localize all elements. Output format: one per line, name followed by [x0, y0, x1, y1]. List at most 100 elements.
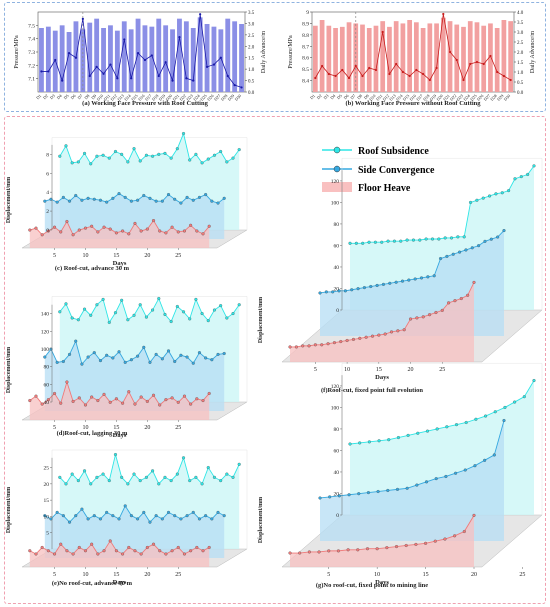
- series-point: [237, 303, 241, 307]
- x-tick-label: D16: [137, 93, 146, 102]
- series-point: [206, 157, 210, 161]
- series-point: [317, 550, 321, 554]
- x-tick-label: 10: [82, 572, 88, 578]
- series-point: [176, 545, 180, 550]
- series-point: [343, 289, 347, 293]
- x-tick-label: D15: [130, 93, 139, 102]
- series-point: [361, 241, 365, 245]
- y2-tick-label: 0.0: [248, 91, 255, 96]
- bar: [156, 18, 162, 93]
- series-point: [71, 233, 75, 237]
- legend-floor: Floor Heave: [322, 182, 411, 194]
- series-point: [350, 288, 354, 292]
- series-point: [502, 229, 506, 233]
- bar: [360, 24, 365, 93]
- series-point: [424, 480, 429, 484]
- y2-tick-label: 3.5: [248, 11, 255, 16]
- x-tick-label: 25: [175, 253, 181, 259]
- series-point: [158, 403, 162, 407]
- series-point: [90, 395, 94, 399]
- series-point: [86, 196, 90, 200]
- series-point: [367, 240, 371, 244]
- chart-c: 0 2 4 6 8 5 10 15 20 25 Days Displacement/mm (c) Roo…: [6, 131, 248, 272]
- bar: [232, 21, 238, 92]
- advance-point: [489, 54, 492, 58]
- series-point: [142, 345, 146, 349]
- x-tick-label: D22: [449, 93, 458, 102]
- x-axis-title: Days: [375, 374, 389, 381]
- series-point: [466, 293, 470, 297]
- series-point: [28, 549, 32, 553]
- advance-point: [192, 79, 195, 82]
- series-point: [222, 196, 226, 200]
- series-point: [231, 156, 235, 160]
- advance-point: [212, 63, 216, 66]
- series-point: [493, 410, 497, 414]
- y-tick-label: 7.1: [28, 77, 35, 83]
- y2-tick-label: 1.0: [517, 71, 524, 76]
- z-tick-label: 20: [334, 491, 340, 497]
- legend: Roof Subsidence Side Convergence Floor H…: [322, 146, 435, 194]
- chart-caption: (e)No roof-cut, advance 30 m: [52, 580, 133, 587]
- x-tick-label: D2: [316, 93, 323, 100]
- series-point: [207, 391, 211, 396]
- advance-point: [408, 74, 411, 78]
- bottom-panel-frame: [4, 116, 546, 604]
- x-tick-label: D29: [496, 93, 505, 102]
- advance-point: [415, 68, 418, 72]
- series-point: [483, 458, 487, 462]
- series-point: [463, 468, 467, 472]
- z-axis-title: Displacement/mm: [258, 297, 264, 343]
- advance-point: [171, 79, 174, 82]
- series-point: [95, 154, 99, 158]
- series-point: [346, 548, 350, 552]
- advance-point: [388, 72, 391, 76]
- series-point: [182, 229, 187, 233]
- series-point: [148, 360, 152, 364]
- series-point: [189, 223, 193, 227]
- series-point: [114, 549, 118, 553]
- z-tick-label: 100: [41, 347, 50, 353]
- series-point: [58, 154, 62, 158]
- series-point: [404, 543, 408, 548]
- z-tick-label: 2: [46, 209, 49, 215]
- series-point: [194, 152, 198, 156]
- series-point: [440, 308, 444, 312]
- series-point: [519, 175, 523, 179]
- x-tick-label: D29: [227, 93, 236, 102]
- series-point: [70, 472, 74, 476]
- chart-caption: (b) Working Face Pressure without Roof C…: [345, 100, 481, 107]
- series-point: [526, 172, 530, 177]
- series-point: [376, 489, 380, 494]
- series-point: [200, 312, 204, 316]
- series-point: [388, 281, 392, 285]
- legend-floor-label: Floor Heave: [358, 183, 411, 194]
- series-point: [154, 199, 158, 203]
- series-point: [522, 395, 526, 399]
- series-point: [132, 147, 136, 151]
- series-point: [166, 510, 171, 514]
- series-point: [407, 278, 411, 282]
- advance-point: [130, 77, 133, 80]
- x-tick-label: D7: [349, 93, 356, 100]
- series-point: [472, 280, 476, 284]
- advance-point: [401, 70, 404, 74]
- series-point: [77, 228, 81, 232]
- series-point: [136, 354, 140, 358]
- series-point: [164, 552, 168, 556]
- series-point: [158, 549, 162, 553]
- bar: [218, 29, 224, 92]
- series-point: [113, 452, 118, 457]
- x-tick-label: D21: [442, 93, 451, 102]
- bar: [197, 17, 203, 92]
- bar: [66, 32, 72, 92]
- series-point: [470, 246, 474, 250]
- series-point: [425, 429, 430, 433]
- series-point: [138, 479, 142, 483]
- advance-point: [462, 78, 465, 82]
- z-tick-label: 60: [334, 243, 340, 249]
- series-point: [108, 400, 112, 404]
- advance-point: [334, 74, 337, 78]
- z-tick-label: 80: [44, 365, 50, 371]
- advance-point: [164, 61, 167, 64]
